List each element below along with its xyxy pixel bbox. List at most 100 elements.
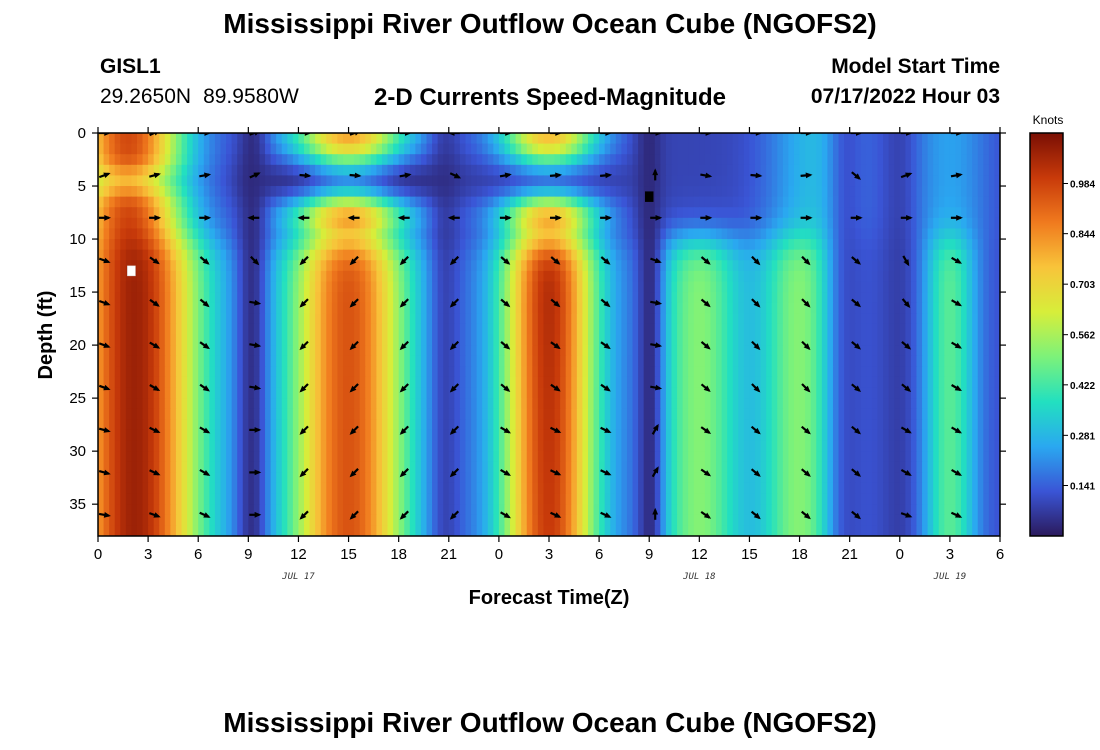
- heatmap-cell: [281, 451, 288, 463]
- heatmap-cell: [448, 239, 455, 251]
- heatmap-cell: [476, 260, 483, 272]
- heatmap-cell: [192, 419, 199, 431]
- heatmap-cell: [704, 292, 712, 304]
- heatmap-cell: [510, 196, 517, 208]
- heatmap-cell: [727, 292, 734, 304]
- heatmap-cell: [899, 175, 906, 187]
- heatmap-cell: [398, 419, 405, 431]
- heatmap-cell: [270, 175, 277, 187]
- heatmap-cell: [560, 186, 567, 198]
- heatmap-cell: [933, 387, 940, 399]
- heatmap-cell: [587, 323, 595, 336]
- heatmap-cell: [721, 207, 728, 219]
- heatmap-cell: [610, 164, 617, 177]
- heatmap-cell: [910, 270, 918, 283]
- heatmap-cell: [543, 302, 550, 314]
- heatmap-cell: [259, 408, 266, 420]
- heatmap-cell: [320, 313, 327, 325]
- heatmap-cell: [120, 440, 127, 452]
- heatmap-cell: [671, 355, 678, 367]
- heatmap-cell: [543, 175, 550, 187]
- heatmap-cell: [432, 281, 439, 293]
- heatmap-cell: [175, 228, 183, 240]
- heatmap-cell: [543, 376, 550, 389]
- heatmap-cell: [816, 260, 823, 272]
- heatmap-cell: [721, 175, 728, 187]
- heatmap-cell: [565, 260, 572, 272]
- heatmap-cell: [381, 154, 389, 166]
- heatmap-cell: [560, 207, 567, 219]
- heatmap-cell: [949, 440, 957, 452]
- heatmap-cell: [198, 366, 205, 378]
- heatmap-cell: [782, 302, 790, 314]
- heatmap-cell: [749, 376, 756, 389]
- heatmap-cell: [738, 334, 745, 346]
- heatmap-cell: [175, 302, 183, 314]
- heatmap-cell: [476, 281, 483, 293]
- heatmap-cell: [699, 334, 706, 346]
- heatmap-cell: [855, 175, 862, 187]
- heatmap-cell: [487, 302, 494, 314]
- heatmap-cell: [175, 239, 183, 251]
- heatmap-cell: [966, 281, 973, 293]
- heatmap-cell: [805, 143, 812, 155]
- heatmap-cell: [381, 281, 389, 293]
- heatmap-cell: [387, 451, 394, 463]
- heatmap-cell: [871, 196, 879, 208]
- heatmap-cell: [777, 302, 784, 314]
- heatmap-cell: [832, 133, 840, 145]
- heatmap-cell: [164, 387, 171, 399]
- heatmap-cell: [883, 323, 890, 336]
- heatmap-cell: [832, 376, 840, 389]
- heatmap-cell: [727, 419, 734, 431]
- heatmap-cell: [164, 451, 171, 463]
- heatmap-cell: [738, 398, 745, 410]
- heatmap-cell: [120, 355, 127, 367]
- heatmap-cell: [376, 154, 383, 166]
- heatmap-cell: [348, 133, 355, 145]
- heatmap-cell: [677, 387, 684, 399]
- heatmap-cell: [699, 281, 706, 293]
- heatmap-cell: [298, 440, 305, 452]
- heatmap-cell: [214, 313, 222, 325]
- heatmap-cell: [287, 143, 294, 155]
- heatmap-cell: [632, 186, 639, 198]
- heatmap-cell: [604, 239, 611, 251]
- heatmap-cell: [949, 217, 957, 230]
- heatmap-cell: [242, 355, 249, 367]
- heatmap-cell: [214, 440, 222, 452]
- heatmap-cell: [766, 345, 773, 357]
- heatmap-cell: [654, 292, 661, 304]
- heatmap-cell: [961, 398, 968, 410]
- heatmap-cell: [103, 260, 110, 272]
- heatmap-cell: [515, 281, 522, 293]
- heatmap-cell: [448, 133, 455, 145]
- heatmap-cell: [498, 451, 506, 463]
- heatmap-cell: [393, 207, 400, 219]
- heatmap-cell: [805, 440, 812, 452]
- heatmap-cell: [894, 323, 901, 336]
- heatmap-cell: [966, 345, 973, 357]
- heatmap-cell: [237, 281, 244, 293]
- heatmap-cell: [493, 366, 500, 378]
- heatmap-cell: [125, 302, 133, 314]
- heatmap-cell: [170, 228, 177, 240]
- heatmap-cell: [693, 143, 700, 155]
- heatmap-cell: [922, 408, 929, 420]
- heatmap-cell: [560, 451, 567, 463]
- heatmap-cell: [98, 451, 105, 463]
- heatmap-cell: [103, 366, 110, 378]
- heatmap-cell: [192, 260, 199, 272]
- heatmap-cell: [810, 440, 817, 452]
- heatmap-cell: [370, 398, 377, 410]
- heatmap-cell: [743, 387, 751, 399]
- heatmap-cell: [404, 175, 411, 187]
- heatmap-cell: [487, 196, 494, 208]
- heatmap-cell: [398, 249, 405, 261]
- heatmap-cell: [554, 334, 561, 346]
- heatmap-cell: [899, 302, 906, 314]
- heatmap-cell: [749, 186, 756, 198]
- heatmap-cell: [136, 440, 144, 452]
- heatmap-cell: [103, 281, 110, 293]
- heatmap-cell: [838, 419, 845, 431]
